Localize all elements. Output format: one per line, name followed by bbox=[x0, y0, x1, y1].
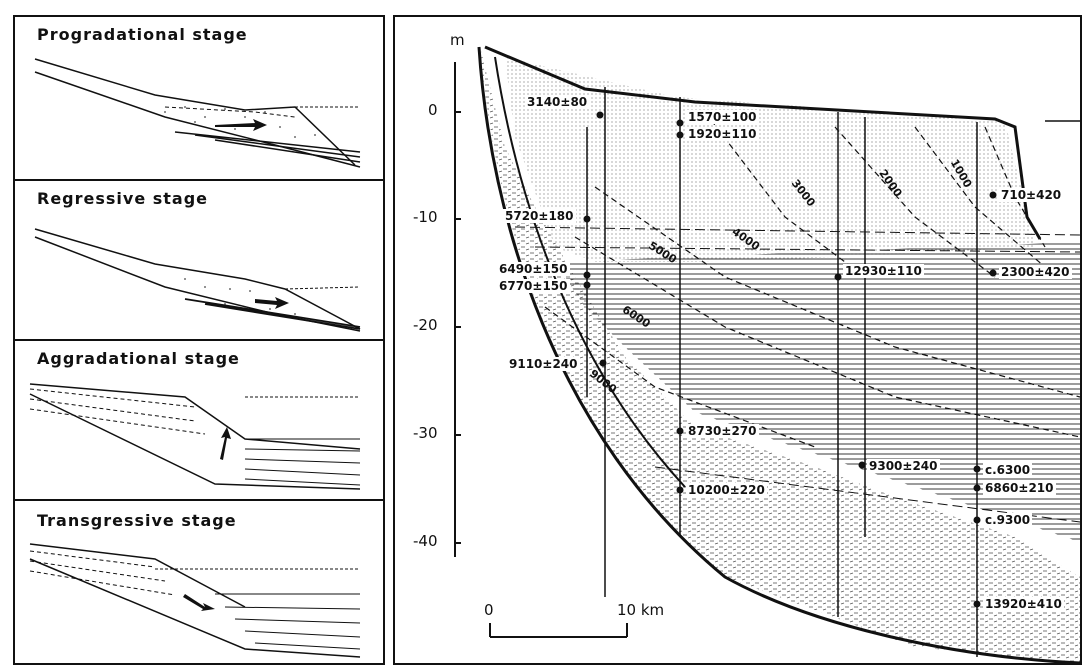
stage-title: Aggradational stage bbox=[37, 349, 240, 368]
date-label: c.6300 bbox=[983, 463, 1033, 477]
stage-sketch bbox=[34, 228, 361, 332]
scale-bar-end: 10 km bbox=[617, 601, 665, 619]
scale-bar bbox=[489, 623, 628, 638]
stage-title: Regressive stage bbox=[37, 189, 209, 208]
stage-sketch bbox=[34, 58, 361, 168]
stage-sketch bbox=[29, 383, 361, 490]
date-label: 6770±150 bbox=[497, 279, 570, 293]
stage-title: Progradational stage bbox=[37, 25, 248, 44]
date-label: 9300±240 bbox=[867, 459, 940, 473]
stage-aggradational: Aggradational stage bbox=[15, 339, 383, 501]
stage-regressive: Regressive stage bbox=[15, 179, 383, 341]
depth-tick: -20 bbox=[413, 316, 438, 334]
depth-tick: -10 bbox=[413, 208, 438, 226]
depth-tick: 0 bbox=[428, 101, 438, 119]
basin-boundary bbox=[477, 46, 1080, 663]
date-label: 1920±110 bbox=[686, 127, 759, 141]
cross-section-panel: m 0 -10 -20 -30 -40 0 10 km 1000 2000 30… bbox=[393, 15, 1082, 665]
sea-floor-surface bbox=[484, 45, 1042, 240]
date-label: 3140±80 bbox=[525, 95, 590, 109]
cross-section-diagram bbox=[454, 45, 1080, 663]
stage-transgressive: Transgressive stage bbox=[15, 499, 383, 663]
date-label: 9110±240 bbox=[507, 357, 580, 371]
boreholes bbox=[586, 87, 978, 657]
date-label: 10200±220 bbox=[686, 483, 767, 497]
depth-unit-label: m bbox=[450, 31, 465, 49]
depth-tick: -30 bbox=[413, 424, 438, 442]
date-label: 12930±110 bbox=[843, 264, 924, 278]
date-label: 2300±420 bbox=[999, 265, 1072, 279]
date-label: 710±420 bbox=[999, 188, 1064, 202]
date-label: 6490±150 bbox=[497, 262, 570, 276]
date-label: c.9300 bbox=[983, 513, 1033, 527]
stage-sketch bbox=[29, 543, 361, 658]
stages-panel: Progradational stage Regressive stage Ag… bbox=[13, 15, 385, 665]
stipple bbox=[164, 106, 316, 138]
stage-progradational: Progradational stage bbox=[15, 17, 383, 181]
depth-tick: -40 bbox=[413, 532, 438, 550]
date-label: 6860±210 bbox=[983, 481, 1056, 495]
scale-bar-start: 0 bbox=[484, 601, 494, 619]
date-label: 13920±410 bbox=[983, 597, 1064, 611]
date-label: 1570±100 bbox=[686, 110, 759, 124]
isochrones bbox=[544, 111, 1080, 448]
date-label: 5720±180 bbox=[503, 209, 576, 223]
date-label: 8730±270 bbox=[686, 424, 759, 438]
stage-title: Transgressive stage bbox=[37, 511, 237, 530]
